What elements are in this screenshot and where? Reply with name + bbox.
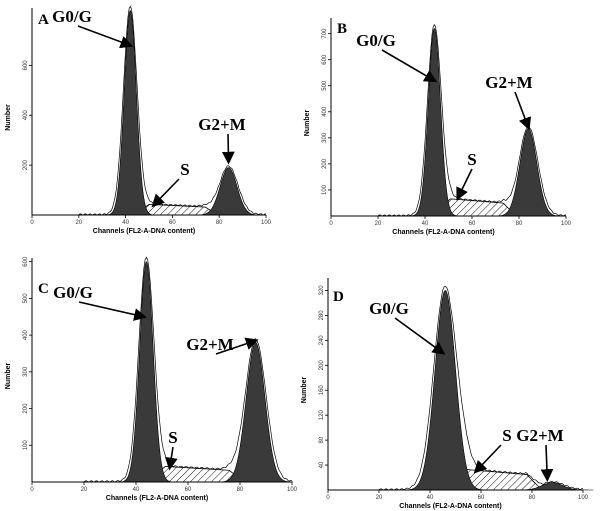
x-tick-label: 0	[30, 487, 34, 493]
x-tick-label: 80	[516, 221, 523, 227]
phase-label: G2+M	[516, 426, 563, 445]
x-tick-label: 60	[469, 221, 476, 227]
panel-letter: A	[38, 12, 49, 28]
y-tick-label: 100	[23, 440, 29, 451]
y-tick-label: 500	[23, 293, 29, 304]
y-axis-title: Number	[5, 104, 12, 131]
x-tick-label: 0	[326, 495, 330, 501]
x-tick-label: 20	[375, 221, 382, 227]
y-tick-label: 600	[23, 60, 29, 71]
annotation-arrow	[473, 444, 502, 474]
x-tick-label: 100	[561, 221, 572, 227]
x-tick-label: 20	[376, 495, 383, 501]
phase-label: G0/G	[53, 283, 93, 302]
phase-label: G2+M	[198, 115, 245, 134]
y-axis-title: Number	[301, 377, 308, 404]
x-tick-label: 0	[30, 220, 34, 226]
annotation-arrow	[77, 25, 134, 49]
annotation-arrow	[394, 317, 446, 355]
histogram-outline	[78, 5, 267, 216]
y-tick-label: 200	[322, 158, 328, 169]
y-tick-label: 200	[319, 360, 325, 371]
y-tick-label: 500	[322, 80, 328, 91]
y-tick-label: 160	[319, 385, 325, 396]
x-tick-label: 60	[169, 220, 176, 226]
x-axis-title: Channels (FL2-A-DNA content)	[106, 495, 208, 502]
x-tick-label: 100	[261, 220, 272, 226]
x-tick-label: 80	[216, 220, 223, 226]
histogram-outline	[378, 286, 584, 491]
y-tick-label: 400	[322, 106, 328, 117]
panel-a: 0 20 40 60 80 100 200 400 600 Channels (FL2-A-DNA…	[5, 5, 272, 235]
x-tick-label: 40	[422, 221, 429, 227]
x-tick-label: 80	[237, 487, 244, 493]
x-tick-label: 20	[75, 220, 82, 226]
y-tick-label: 300	[322, 132, 328, 143]
y-tick-label: 320	[319, 285, 325, 296]
x-tick-label: 100	[578, 495, 589, 501]
phase-label: S	[502, 426, 511, 445]
y-tick-label: 240	[319, 335, 325, 346]
y-tick-label: 40	[319, 461, 325, 468]
annotation-arrow	[78, 301, 147, 321]
phase-label: G2+M	[186, 335, 233, 354]
annotation-arrow	[221, 133, 235, 165]
phase-label: G2+M	[485, 73, 532, 92]
phase-label: G0/G	[356, 31, 396, 50]
x-tick-label: 40	[122, 220, 129, 226]
y-tick-label: 100	[322, 184, 328, 195]
y-tick-label: 400	[23, 110, 29, 121]
y-tick-label: 400	[23, 329, 29, 340]
panel-letter: D	[333, 289, 344, 305]
annotation-arrow	[215, 337, 259, 355]
g2m-peak	[194, 167, 263, 216]
x-axis-title: Channels (FL2-A-DNA content)	[93, 228, 195, 235]
annotation-arrow	[164, 446, 178, 471]
annotation-arrow	[514, 91, 531, 131]
y-tick-label: 200	[23, 403, 29, 414]
phase-label: S	[467, 150, 476, 169]
y-tick-label: 280	[319, 310, 325, 321]
annotation-arrow	[456, 168, 473, 201]
y-axis-title: Number	[5, 363, 12, 390]
g0g-peak	[404, 290, 487, 491]
annotation-arrow	[151, 178, 180, 208]
x-tick-label: 40	[133, 487, 140, 493]
y-tick-label: 80	[319, 436, 325, 443]
phase-label: G0/G	[52, 7, 92, 26]
panel-letter: C	[38, 281, 49, 297]
annotation-arrow	[381, 49, 438, 83]
x-axis-title: Channels (FL2-A-DNA content)	[399, 503, 501, 510]
x-tick-label: 60	[185, 487, 192, 493]
y-tick-label: 600	[23, 256, 29, 267]
panel-d: 0 20 40 60 80 100 40 80 120 160 200 240 280 320 Channe…	[301, 278, 594, 510]
y-axis-title: Number	[304, 110, 311, 137]
x-tick-label: 80	[529, 495, 536, 501]
annotation-arrow	[540, 444, 554, 482]
g0g-peak	[409, 28, 460, 217]
y-tick-label: 120	[319, 410, 325, 421]
x-tick-label: 20	[81, 487, 88, 493]
phase-label: S	[180, 160, 189, 179]
g2m-peak	[217, 342, 294, 483]
x-axis-title: Channels (FL2-A-DNA content)	[392, 229, 494, 236]
phase-label: G0/G	[369, 299, 409, 318]
histogram-outline	[377, 23, 567, 217]
y-tick-label: 300	[23, 366, 29, 377]
y-tick-label: 200	[23, 159, 29, 170]
x-tick-label: 0	[329, 221, 333, 227]
x-tick-label: 40	[427, 495, 434, 501]
g0g-peak	[119, 261, 175, 483]
y-tick-label: 700	[322, 28, 328, 39]
panel-letter: B	[337, 21, 347, 37]
y-tick-label: 600	[322, 54, 328, 65]
x-tick-label: 60	[478, 495, 485, 501]
panel-c: 0 20 40 60 80 100 100 200 300 400 500 600 Channels (…	[5, 256, 298, 502]
x-tick-label: 100	[287, 487, 298, 493]
phase-label: S	[168, 428, 177, 447]
panel-b: 0 20 40 60 80 100 100 200 300 400 500 600 700 Channel…	[304, 18, 572, 236]
g0g-peak	[105, 10, 156, 216]
g2m-peak	[494, 128, 563, 217]
